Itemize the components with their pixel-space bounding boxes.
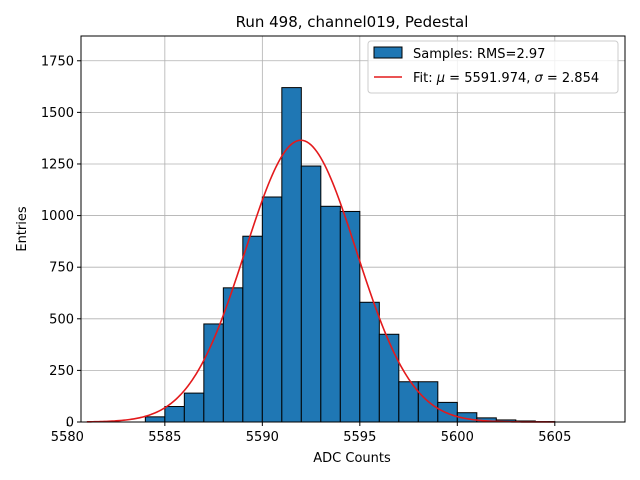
y-tick-label: 1250 bbox=[41, 157, 74, 172]
fit-curve-layer bbox=[86, 139, 555, 423]
histogram-bar bbox=[339, 210, 361, 423]
x-tick-label: 5600 bbox=[441, 430, 474, 445]
plot-frame bbox=[80, 35, 626, 423]
histogram-bar bbox=[437, 401, 458, 423]
x-axis-ticks: 5580 5585 5590 5595 5600 5605 bbox=[51, 422, 571, 445]
histogram-bar bbox=[378, 333, 400, 423]
y-tick-label: 1750 bbox=[41, 54, 74, 69]
y-axis-title: Entries bbox=[15, 206, 30, 252]
x-tick-label: 5585 bbox=[148, 430, 181, 445]
legend-fit-label: Fit: μ = 5591.974, σ = 2.854 bbox=[413, 71, 599, 86]
y-tick-label: 0 bbox=[66, 416, 74, 431]
chart-title: Run 498, channel019, Pedestal bbox=[236, 13, 469, 31]
x-axis-title: ADC Counts bbox=[313, 451, 391, 466]
y-tick-label: 500 bbox=[49, 312, 74, 327]
x-tick-label: 5595 bbox=[343, 430, 376, 445]
histogram-bar bbox=[242, 235, 263, 423]
legend-fit-prefix: Fit: bbox=[413, 71, 437, 86]
y-tick-label: 1000 bbox=[41, 209, 74, 224]
legend-box bbox=[367, 40, 619, 94]
legend-mu-value: = 5591.974, bbox=[445, 71, 534, 86]
legend-samples-prefix: Samples: RMS= bbox=[413, 47, 516, 62]
legend: Samples: RMS=2.97 Fit: μ = 5591.974, σ =… bbox=[367, 40, 619, 94]
histogram-bar bbox=[144, 416, 166, 423]
x-tick-label: 5605 bbox=[538, 430, 571, 445]
histogram-bar bbox=[320, 205, 341, 423]
histogram-bar bbox=[300, 165, 322, 423]
x-tick-label: 5590 bbox=[246, 430, 279, 445]
histogram-bar bbox=[164, 406, 185, 423]
legend-samples-label: Samples: RMS=2.97 bbox=[413, 47, 545, 62]
x-tick-label: 5580 bbox=[51, 430, 84, 445]
legend-samples-rms: 2.97 bbox=[516, 47, 545, 62]
legend-samples-swatch bbox=[373, 46, 403, 59]
y-tick-label: 250 bbox=[49, 364, 74, 379]
legend-sigma-symbol: σ bbox=[535, 71, 544, 86]
histogram-bar bbox=[359, 301, 380, 423]
histogram-bar bbox=[281, 87, 302, 423]
histogram-bar bbox=[261, 196, 283, 423]
y-tick-label: 1500 bbox=[41, 106, 74, 121]
y-tick-label: 750 bbox=[49, 261, 74, 276]
legend-sigma-value: = 2.854 bbox=[543, 71, 599, 86]
fit-curve bbox=[86, 139, 555, 423]
y-axis-ticks: 0 250 500 750 1000 1250 1500 1750 bbox=[41, 54, 81, 431]
histogram-bars bbox=[144, 87, 556, 423]
histogram-bar bbox=[183, 392, 205, 423]
legend-mu-symbol: μ bbox=[436, 71, 445, 86]
